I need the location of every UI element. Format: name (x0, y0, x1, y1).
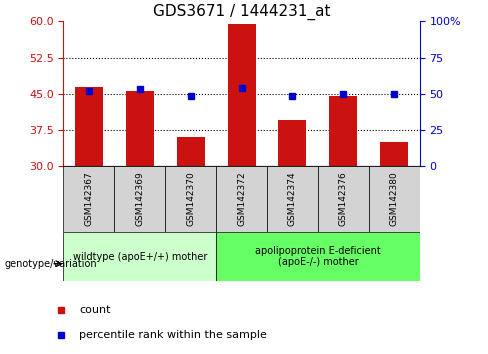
Bar (114, 166, 165, 232)
Text: apolipoprotein E-deficient
(apoE-/-) mother: apolipoprotein E-deficient (apoE-/-) mot… (255, 246, 381, 268)
Text: GSM142376: GSM142376 (339, 172, 348, 227)
Text: GSM142380: GSM142380 (390, 172, 399, 227)
Text: wildtype (apoE+/+) mother: wildtype (apoE+/+) mother (73, 252, 207, 262)
Bar (63, 166, 114, 232)
Text: GSM142370: GSM142370 (186, 172, 195, 227)
Bar (369, 166, 420, 232)
Bar (216, 166, 267, 232)
Text: percentile rank within the sample: percentile rank within the sample (79, 330, 267, 339)
Bar (318, 166, 369, 232)
Bar (177, 137, 204, 166)
Bar (126, 91, 154, 166)
Bar (267, 166, 318, 232)
Text: GSM142374: GSM142374 (288, 172, 297, 227)
Bar (216, 232, 420, 281)
Bar (63, 232, 216, 281)
Bar (75, 86, 103, 166)
Title: GDS3671 / 1444231_at: GDS3671 / 1444231_at (153, 4, 330, 20)
Bar (227, 24, 256, 166)
Text: count: count (79, 305, 111, 315)
Text: GSM142369: GSM142369 (135, 172, 144, 227)
Text: GSM142367: GSM142367 (84, 172, 93, 227)
Bar (279, 120, 306, 166)
Text: GSM142372: GSM142372 (237, 172, 246, 227)
Text: genotype/variation: genotype/variation (5, 259, 98, 269)
Bar (329, 96, 357, 166)
Bar (380, 142, 408, 166)
Bar (165, 166, 216, 232)
